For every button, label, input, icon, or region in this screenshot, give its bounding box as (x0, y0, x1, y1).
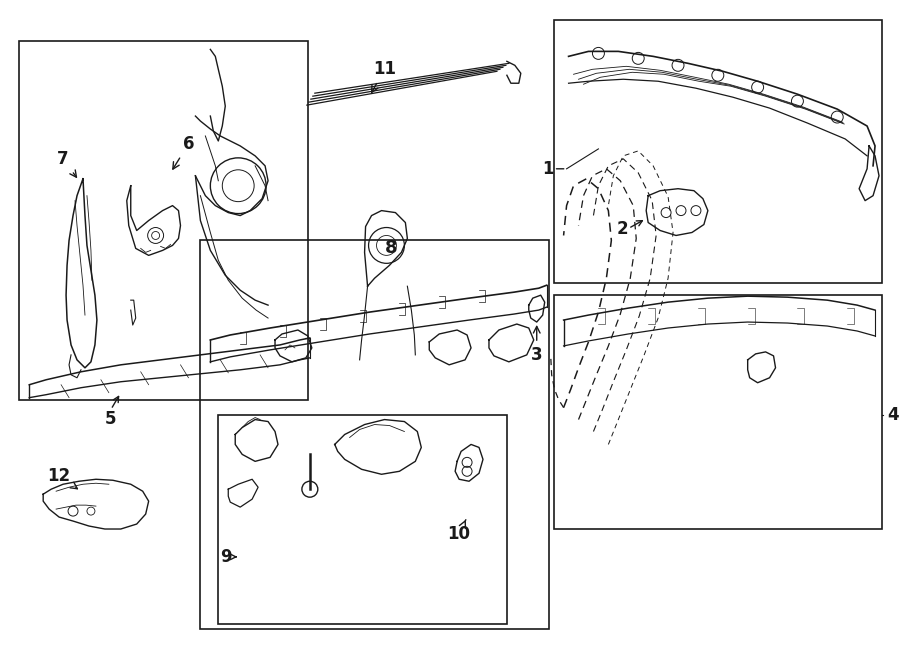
Bar (219, 414, 507, 623)
Text: 1: 1 (542, 160, 554, 178)
Text: 9: 9 (220, 548, 232, 566)
Text: 8: 8 (385, 239, 398, 257)
Bar (19, 42, 308, 400)
Text: 7: 7 (58, 150, 76, 177)
Text: 3: 3 (531, 327, 543, 364)
Text: 12: 12 (48, 467, 77, 488)
Text: 5: 5 (105, 410, 117, 428)
Text: 10: 10 (447, 520, 471, 543)
Bar (201, 241, 549, 629)
Text: 11: 11 (372, 60, 396, 93)
Text: 2: 2 (616, 219, 628, 237)
Bar (554, 295, 882, 529)
Text: 4: 4 (887, 406, 898, 424)
Bar (554, 20, 882, 283)
Text: 6: 6 (173, 135, 194, 169)
